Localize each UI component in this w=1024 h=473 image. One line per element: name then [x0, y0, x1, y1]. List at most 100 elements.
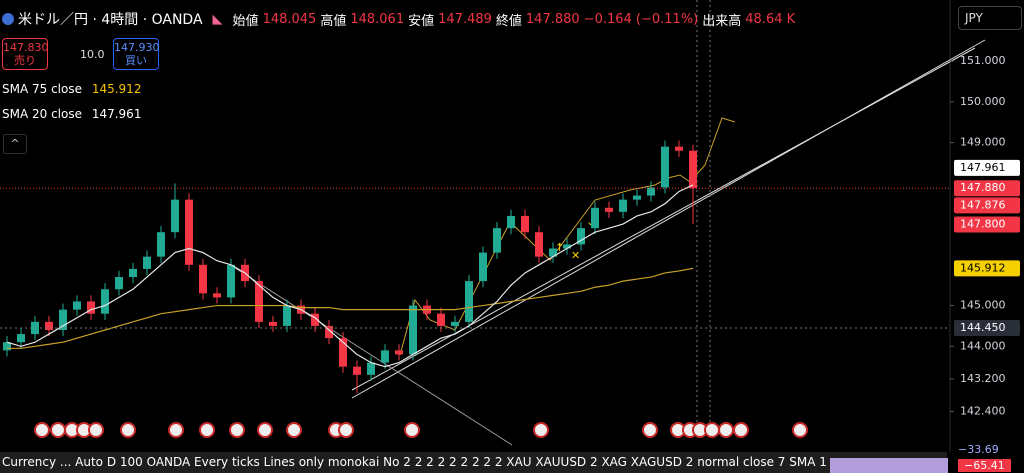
low-label: 安値 [408, 13, 435, 29]
price-tag: 147.876 [960, 198, 1006, 211]
candle-body [479, 252, 487, 282]
event-icon [120, 422, 136, 438]
candle-body [325, 325, 333, 339]
marker: ↑ [555, 241, 564, 254]
buy-button[interactable]: 147.930 買い [113, 38, 160, 70]
candle-body [465, 281, 473, 322]
candle-body [129, 268, 137, 278]
candle-body [59, 309, 67, 330]
candle-body [493, 228, 501, 253]
event-icon [733, 422, 749, 438]
candle-body [507, 215, 515, 229]
candle-body [521, 215, 529, 233]
candle-body [269, 321, 277, 326]
price-tag-bg [954, 216, 1020, 233]
candle-body [185, 199, 193, 265]
candle-body [73, 301, 81, 310]
series-tag-bg [954, 159, 1020, 176]
y-tick-label: 142.400 [960, 404, 1006, 417]
candle-body [367, 362, 375, 375]
open-value: 148.045 [262, 11, 317, 27]
header: 米ドル／円 · 4時間 · OANDA ◣ 始値 148.045 高値 148.06… [0, 9, 795, 29]
indicator-name: SMA 75 close [2, 82, 82, 96]
price-tag: 147.800 [960, 217, 1006, 230]
candle-body [101, 289, 109, 314]
candle-body [171, 199, 179, 233]
volume-label: 出来高 [702, 13, 742, 29]
event-icon [88, 422, 104, 438]
candle-body [227, 264, 235, 298]
candle-body [311, 313, 319, 326]
candle-body [381, 350, 389, 363]
panel-block [830, 458, 948, 473]
event-icon [704, 422, 720, 438]
marker: ✕ [571, 249, 580, 262]
change: −0.164 (−0.11%) [583, 11, 699, 27]
series-tag: 147.961 [960, 161, 1006, 174]
sell-button[interactable]: 147.830 売り [2, 38, 49, 70]
price-tag: 144.450 [960, 321, 1006, 334]
candle-body [213, 293, 221, 298]
trend-line [351, 47, 976, 391]
indicator-legend[interactable]: SMA 75 close 145.912 [2, 82, 141, 96]
event-row [34, 422, 808, 438]
drawings: ↑ ✕ ⌄ [234, 0, 986, 446]
candle-body [577, 228, 585, 245]
candle-body [395, 350, 403, 355]
indicator-value: 145.912 [91, 82, 142, 96]
y-tick-label: 149.000 [960, 136, 1006, 149]
close-value: 147.880 [525, 11, 580, 27]
currency-select[interactable]: JPY [958, 6, 1022, 30]
symbol-icon [2, 13, 14, 25]
candle-body [619, 199, 627, 212]
sell-label: 売り [14, 54, 36, 67]
candle-body [17, 334, 25, 343]
marker: ⌄ [586, 215, 595, 228]
trend-line [351, 39, 986, 399]
candle-body [451, 321, 459, 326]
trend-line [234, 267, 513, 446]
candle-body [45, 321, 53, 330]
event-icon [229, 422, 245, 438]
candle-body [535, 232, 543, 257]
open-label: 始値 [232, 13, 259, 29]
candle-body [143, 256, 151, 269]
low-value: 147.489 [438, 11, 492, 27]
candle-body [339, 338, 347, 367]
y-tick-label: 143.200 [960, 372, 1006, 385]
candle-body [605, 207, 613, 212]
candle-body [437, 313, 445, 326]
candle-body [689, 150, 697, 189]
candle-body [633, 195, 641, 200]
candle-body [3, 342, 11, 351]
footer-value: −33.69 [958, 443, 999, 456]
indicator-value: 147.961 [91, 107, 142, 121]
high-value: 148.061 [350, 11, 405, 27]
zigzag [399, 117, 736, 356]
indicator-legend[interactable]: SMA 20 close 147.961 [2, 107, 141, 121]
candle-body [157, 232, 165, 257]
buy-price: 147.930 [114, 41, 160, 54]
high-label: 高値 [320, 13, 347, 29]
price-tag-bg [954, 180, 1020, 197]
series-tag-bg [954, 260, 1020, 277]
candle-body [283, 305, 291, 326]
event-icon [50, 422, 66, 438]
sma-line [7, 267, 694, 349]
footer: Currency ... Auto D 100 OANDA Every tick… [0, 452, 947, 473]
candle-body [675, 146, 683, 151]
footer-value: −65.41 [958, 459, 1011, 472]
close-label: 終値 [495, 13, 522, 29]
event-icon [533, 422, 549, 438]
y-tick-label: 150.000 [960, 95, 1006, 108]
event-icon [286, 422, 302, 438]
candle-body [647, 187, 655, 196]
indicator-name: SMA 20 close [2, 107, 82, 121]
collapse-button[interactable]: ^ [3, 134, 27, 154]
event-icon [34, 422, 50, 438]
event-icon [404, 422, 420, 438]
event-icon [257, 422, 273, 438]
candle-body [255, 281, 263, 322]
